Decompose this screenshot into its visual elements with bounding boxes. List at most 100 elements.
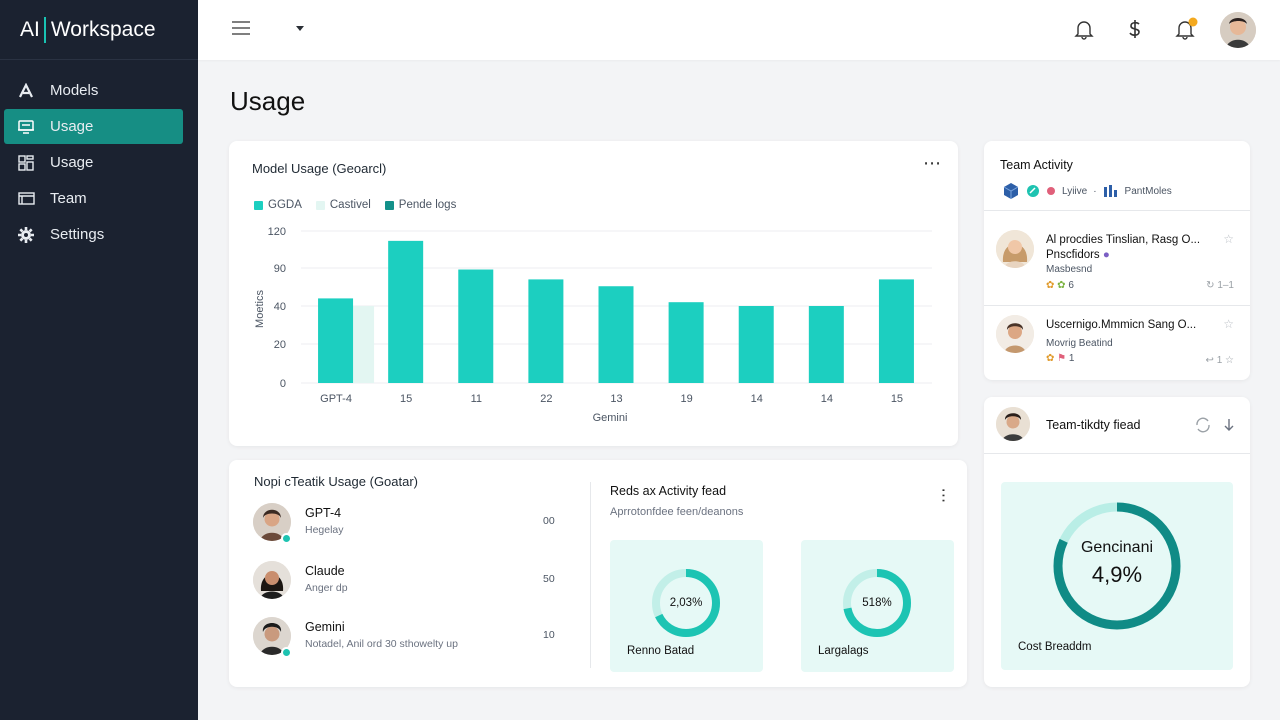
grid-icon (16, 153, 36, 173)
mini-stat-card[interactable]: 518% Largalags (801, 540, 954, 672)
brand-left: AI (20, 17, 40, 41)
team-activity-title: Team Activity (1000, 158, 1073, 172)
sidebar-item-settings[interactable]: Settings (4, 217, 183, 252)
model-a-icon (16, 81, 36, 101)
star-icon[interactable]: ☆ (1223, 232, 1234, 246)
activity-feed-title: Reds ax Activity fead (610, 484, 727, 498)
activity-item[interactable]: Uscernigo.Mmmicn Sang O... Movrig Beatin… (996, 315, 1242, 395)
cost-breakdown-label: Cost Breaddm (1018, 641, 1092, 653)
divider (984, 210, 1250, 211)
activity-subtitle: Movrig Beatind (1046, 338, 1113, 349)
bar-ggda (878, 279, 914, 383)
sync-icon[interactable] (1194, 416, 1212, 439)
divider (984, 305, 1250, 306)
x-tick-label: 13 (610, 393, 622, 405)
chart-title: Model Usage (Geoarcl) (252, 161, 387, 176)
sidebar-item-label: Usage (50, 154, 94, 171)
x-axis-label: Gemini (593, 412, 628, 424)
activity-right-meta: ↻ 1–1 (1206, 280, 1234, 291)
tag-label[interactable]: PantMoles (1124, 185, 1172, 197)
sparkle-icon: ✿ (1046, 353, 1055, 364)
dropdown-caret-icon[interactable] (296, 26, 304, 31)
y-tick-label: 20 (274, 339, 286, 351)
activity-meta: ✿ ⚑ 1 (1046, 353, 1074, 364)
bar-ggda (808, 306, 844, 383)
y-axis-label: Moetics (254, 290, 266, 328)
sidebar-item-usage-active[interactable]: Usage (4, 109, 183, 144)
star-outline-icon[interactable]: ☆ (1225, 355, 1234, 366)
sidebar-item-models[interactable]: Models (4, 73, 183, 108)
sidebar-item-label: Usage (50, 118, 94, 135)
mini-stat-value: 2,03% (669, 597, 703, 609)
activity-right-count: 1 (1216, 355, 1223, 366)
hamburger-menu-icon[interactable] (230, 18, 252, 38)
user-row[interactable]: GPT-4 Hegelay 00 (253, 503, 563, 547)
user-usage-value: 00 (543, 515, 555, 527)
user-avatar[interactable] (1220, 12, 1256, 48)
activity-subtitle: Masbesnd (1046, 264, 1093, 275)
divider (984, 453, 1250, 454)
tag-label[interactable]: Lyiive (1062, 185, 1088, 197)
legend-item[interactable]: Castivel (315, 199, 371, 211)
leaf-small-icon: ✿ (1057, 280, 1066, 291)
activity-item[interactable]: Al procdies Tinslian, Rasg O... Pnscfido… (996, 230, 1242, 310)
sidebar-item-team[interactable]: Team (4, 181, 183, 216)
legend-label: GGDA (268, 199, 302, 211)
mini-stat-label: Largalags (818, 645, 869, 657)
bell-notification-icon[interactable] (1173, 16, 1199, 42)
cost-card-header: Team-tikdty fiead (996, 407, 1242, 447)
y-tick-label: 0 (280, 378, 286, 390)
user-name: Claude (305, 564, 345, 578)
page-title: Usage (230, 86, 306, 116)
activity-feed-subtitle: Aprrotonfdee feen/deanons (610, 506, 744, 518)
cost-breakdown-card: Team-tikdty fiead Gencinani 4,9% Cost Br… (984, 397, 1250, 687)
legend-swatch-1 (254, 200, 263, 210)
brand-right: Workspace (50, 17, 156, 41)
user-subtitle: Hegelay (305, 524, 344, 536)
x-tick-label: GPT-4 (320, 393, 352, 405)
tag-separator: · (1093, 185, 1097, 197)
legend-item[interactable]: GGDA (254, 199, 302, 211)
user-row[interactable]: Gemini Notadel, Anil ord 30 sthowelty up… (253, 617, 563, 661)
star-icon[interactable]: ☆ (1223, 317, 1234, 331)
bell-icon[interactable] (1071, 16, 1097, 42)
refresh-icon[interactable]: ↻ (1206, 280, 1215, 291)
brand-divider (43, 16, 46, 43)
bar-ggda (388, 240, 424, 383)
activity-title-2: Pnscfidors (1046, 249, 1100, 261)
leaf-icon[interactable] (1026, 184, 1040, 198)
sidebar-nav: Models Usage Usage Team Settings (0, 60, 198, 252)
mini-stat-card[interactable]: 2,03% Renno Batad (610, 540, 763, 672)
y-tick-label: 90 (274, 263, 286, 275)
reply-icon[interactable]: ↩ (1205, 355, 1214, 366)
brand-logo[interactable]: AI Workspace (0, 0, 198, 60)
legend-swatch-3 (384, 200, 394, 210)
cost-ring-panel[interactable]: Gencinani 4,9% Cost Breaddm (1001, 482, 1233, 670)
user-row[interactable]: Claude Anger dp 50 (253, 561, 563, 605)
tag-dot-icon (1047, 187, 1055, 195)
avatar (996, 315, 1034, 353)
more-options-icon[interactable]: ⋯ (923, 153, 942, 173)
chart-bars-icon (1103, 185, 1117, 197)
user-subtitle: Anger dp (305, 582, 348, 594)
model-usage-card: Model Usage (Geoarcl) ⋯ GGDA Castivel Pe… (229, 141, 958, 446)
arrow-down-icon[interactable] (1222, 416, 1236, 439)
user-usage-value: 10 (543, 629, 555, 641)
flag-icon: ⚑ (1057, 353, 1067, 364)
legend-item[interactable]: Pende logs (384, 199, 456, 211)
sidebar-item-usage[interactable]: Usage (4, 145, 183, 180)
activity-right-count: 1–1 (1217, 280, 1234, 291)
x-tick-label: 14 (821, 393, 833, 405)
grape-icon: ● (1102, 249, 1110, 261)
cube-icon[interactable] (1002, 182, 1020, 200)
user-subtitle: Notadel, Anil ord 30 sthowelty up (305, 638, 458, 650)
column-divider (590, 482, 591, 668)
bar-ggda (668, 302, 704, 383)
avatar (996, 230, 1034, 268)
cost-card-title: Team-tikdty fiead (1046, 418, 1141, 432)
dollar-icon[interactable] (1122, 16, 1148, 42)
activity-title-line2: Pnscfidors ● (1046, 248, 1232, 262)
sidebar: AI Workspace Models Usage Usage Te (0, 0, 198, 720)
x-tick-label: 15 (400, 393, 412, 405)
more-options-icon[interactable]: ⋯ (934, 487, 952, 505)
